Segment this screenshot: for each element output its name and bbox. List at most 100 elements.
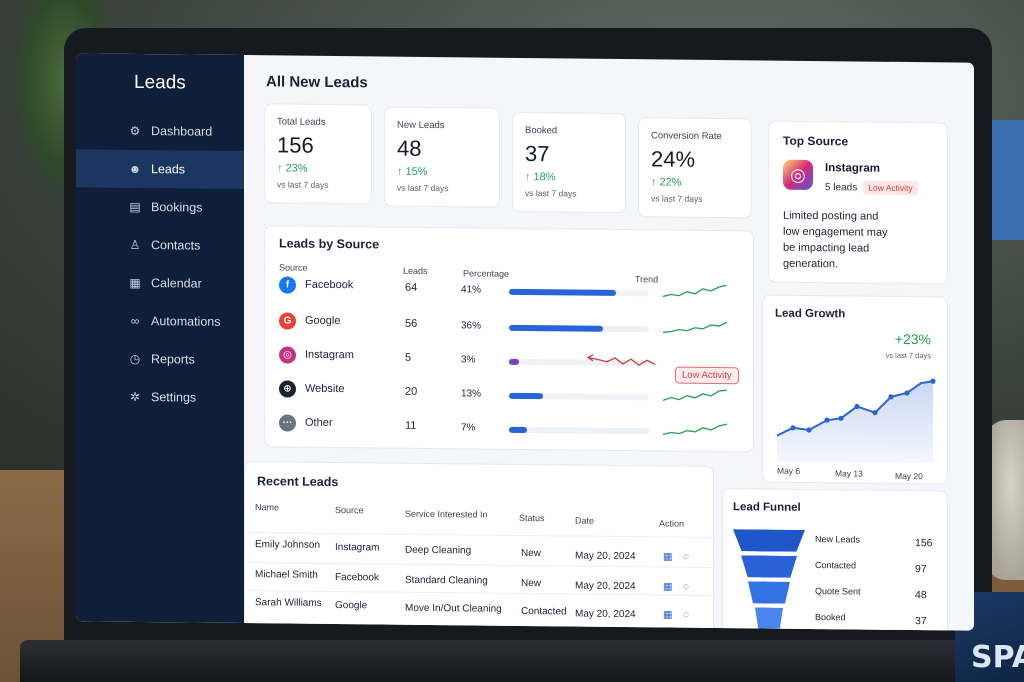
col-date: Date [575,515,595,526]
cell-source: Google [335,600,368,612]
source-trend-sparkline [663,389,728,402]
kpi-card-conversion-rate: Conversion Rate 24% ↑ 22% vs last 7 days [638,117,752,219]
sidebar-item-reports[interactable]: ◷ Reports [76,339,244,379]
instagram-icon: ◎ [783,159,813,191]
page-title: All New Leads [266,73,368,92]
cell-status: New [521,547,542,560]
kpi-label: Booked [525,125,558,137]
kpi-card-total-leads: Total Leads 156 ↑ 23% vs last 7 days [264,103,372,205]
clipboard-icon: ▤ [129,199,141,214]
source-percentage: 41% [461,284,482,296]
spa-box-text: SPA [971,640,1024,675]
user-icon: ☻ [128,161,142,176]
source-row-facebook: f Facebook 64 41% [265,276,755,311]
funnel-stage-label: Quote Sent [815,586,861,597]
source-trend-sparkline [586,354,656,366]
sidebar-item-label: Settings [151,390,197,405]
table-row[interactable]: Sarah Williams Google Move In/Out Cleaning… [245,590,715,623]
kpi-sub: vs last 7 days [277,179,329,190]
cell-source: Facebook [335,572,379,584]
sidebar-item-leads[interactable]: ☻ Leads [76,149,244,190]
other-icon: ··· [279,414,296,432]
cell-status: New [521,577,542,590]
main-content: All New Leads Total Leads 156 ↑ 23% vs l… [244,55,974,631]
source-percentage: 36% [461,320,482,332]
sidebar-item-label: Leads [151,162,186,177]
lead-growth-card: Lead Growth +23% vs last 7 days M [762,294,948,485]
source-bar-fill [509,358,519,365]
calendar-icon[interactable]: ▦ [663,609,673,621]
funnel-stage-value: 156 [915,537,933,550]
funnel-stage-label: Booked [815,612,846,623]
source-bar-fill [509,426,528,434]
table-row[interactable]: Emily Johnson Instagram Deep Cleaning New Ma… [245,532,715,565]
sidebar-item-settings[interactable]: ✲ Settings [76,377,244,417]
lead-funnel-title: Lead Funnel [733,501,801,514]
message-icon[interactable]: ◌ [683,609,689,621]
x-label: May 6 [777,465,801,476]
funnel-chart: New Leads 156 Contacted 97 Quote Sent 48 Booke… [723,489,947,491]
x-label: May 13 [835,468,863,479]
sidebar-nav: ⚙ Dashboard ☻ Leads ▤ Bookings ♙ Contact… [76,111,244,417]
lead-growth-delta: +23% [894,330,931,348]
sidebar-item-dashboard[interactable]: ⚙ Dashboard [76,111,244,151]
kpi-value: 37 [525,141,550,167]
kpi-sub: vs last 7 days [525,188,577,199]
cell-service: Deep Cleaning [405,544,472,557]
kpi-delta: ↑ 23% [277,162,308,175]
sidebar-item-contacts[interactable]: ♙ Contacts [76,225,244,265]
funnel-stage-label: Contacted [815,560,857,571]
kpi-label: Conversion Rate [651,130,722,143]
person-icon: ♙ [129,237,141,252]
top-source-name: Instagram [825,162,880,175]
kpi-delta: ↑ 22% [651,176,682,189]
brand-title: Leads [134,71,186,94]
message-icon[interactable]: ◌ [683,581,689,593]
source-trend-sparkline [663,321,728,334]
funnel-stage-value: 97 [915,563,927,576]
sidebar-item-bookings[interactable]: ▤ Bookings [76,187,244,227]
kpi-sub: vs last 7 days [651,193,703,204]
funnel-stage-bar [755,607,783,629]
funnel-stage-value: 48 [915,589,927,602]
website-icon: ⊕ [279,380,296,398]
sidebar-item-label: Reports [151,352,195,367]
message-icon[interactable]: ◌ [683,551,689,563]
kpi-delta: ↑ 15% [397,165,428,178]
sidebar-item-label: Calendar [151,276,202,291]
google-icon: G [279,312,296,330]
source-percentage: 7% [461,422,476,434]
sidebar-item-calendar[interactable]: ▦ Calendar [76,263,244,303]
top-source-meta: 5 leads Low Activity [825,180,918,196]
sidebar-item-label: Bookings [151,200,203,215]
calendar-icon[interactable]: ▦ [663,551,673,563]
cell-name: Michael Smith [255,569,318,581]
kpi-card-booked: Booked 37 ↑ 18% vs last 7 days [512,111,626,214]
sidebar-item-automations[interactable]: ∞ Automations [76,301,244,341]
cell-date: May 20, 2024 [575,550,636,563]
top-source-note: Limited posting and low engagement may b… [783,209,888,271]
cell-name: Sarah Williams [255,597,322,609]
source-bar-fill [509,324,603,332]
kpi-delta: ↑ 18% [525,171,556,184]
kpi-card-new-leads: New Leads 48 ↑ 15% vs last 7 days [384,106,500,208]
x-label: May 20 [895,470,923,482]
recent-leads-rows: Emily Johnson Instagram Deep Cleaning New Ma… [245,462,715,623]
lead-growth-area [777,381,933,464]
facebook-icon: f [279,276,296,294]
lead-growth-sub: vs last 7 days [885,350,931,361]
cell-source: Instagram [335,542,380,554]
funnel-stage-label: New Leads [815,534,861,545]
source-bar-track [509,288,649,297]
settings-icon: ✲ [129,389,141,404]
source-percentage: 13% [461,388,482,400]
source-bar-track [509,324,649,333]
link-icon: ∞ [130,313,140,328]
source-trend-sparkline [663,423,728,436]
cell-service: Move In/Out Cleaning [405,602,502,615]
calendar-icon[interactable]: ▦ [663,581,673,593]
cell-name: Emily Johnson [255,539,321,551]
lead-growth-chart [776,378,936,464]
laptop-keyboard [20,640,980,682]
instagram-icon: ◎ [279,346,296,364]
